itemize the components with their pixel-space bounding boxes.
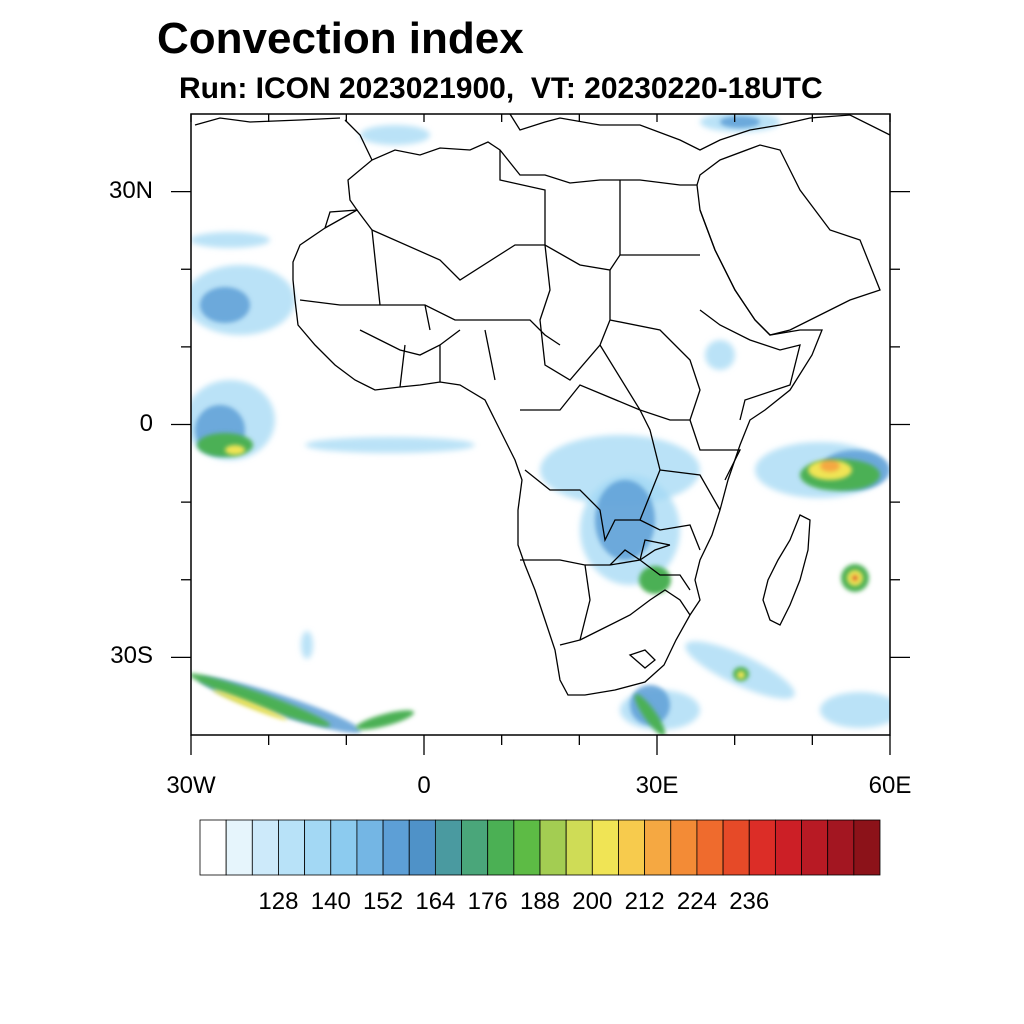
lat-label: 0 <box>139 409 153 437</box>
border-sahel <box>299 299 561 346</box>
colorbar-swatch <box>251 819 279 876</box>
colorbar-swatch <box>278 819 306 876</box>
lat-label: 30S <box>110 642 153 670</box>
axis-ticks <box>171 114 910 755</box>
colorbar-swatch <box>565 819 593 876</box>
colorbar-swatch <box>774 819 802 876</box>
colorbar-swatch <box>618 819 646 876</box>
border-westafrica <box>359 304 496 388</box>
colorbar-swatch <box>644 819 672 876</box>
coastlines <box>194 114 890 696</box>
convection-high <box>212 445 863 721</box>
colorbar-label: 236 <box>729 888 770 915</box>
colorbar-swatch <box>382 819 410 876</box>
lat-label: 30N <box>108 176 153 204</box>
colorbar-label: 212 <box>624 888 665 915</box>
convection-mid <box>195 116 890 733</box>
colorbar-swatch <box>330 819 358 876</box>
colorbar-swatch <box>591 819 619 876</box>
border-libya <box>499 150 621 255</box>
arabia-coastline <box>696 144 881 336</box>
border-south <box>579 589 691 669</box>
colorbar-swatch <box>487 819 515 876</box>
colorbar-swatch <box>408 819 436 876</box>
colorbar-swatch <box>801 819 829 876</box>
colorbar-label: 164 <box>415 888 456 915</box>
colorbar-label: 224 <box>676 888 717 915</box>
colorbar <box>199 819 881 876</box>
colorbar-swatch <box>356 819 384 876</box>
med-coast <box>344 119 373 161</box>
border-ethiopia <box>699 309 801 421</box>
colorbar-swatch <box>748 819 776 876</box>
colorbar-swatch <box>434 819 462 876</box>
colorbar-swatch <box>539 819 567 876</box>
lon-label: 0 <box>417 772 431 799</box>
colorbar-swatch <box>199 819 227 876</box>
colorbar-swatch <box>304 819 332 876</box>
colorbar-swatch <box>513 819 541 876</box>
colorbar-swatch <box>853 819 881 876</box>
colorbar-swatch <box>722 819 750 876</box>
convection-field <box>191 114 890 735</box>
colorbar-label: 200 <box>572 888 613 915</box>
colorbar-label: 128 <box>258 888 299 915</box>
border-sahara <box>371 229 700 281</box>
lon-label: 60E <box>868 772 912 799</box>
chart-subtitle: Run: ICON 2023021900, VT: 20230220-18UTC <box>179 72 823 105</box>
plot-frame <box>190 113 891 736</box>
lon-label: 30E <box>635 772 679 799</box>
colorbar-label: 176 <box>467 888 508 915</box>
chart-title: Convection index <box>157 14 524 63</box>
border-west <box>324 209 381 306</box>
europe-coastline <box>194 114 890 151</box>
colorbar-label: 152 <box>363 888 404 915</box>
lon-label: 30W <box>166 772 216 799</box>
colorbar-swatch <box>696 819 724 876</box>
africa-coastline <box>292 141 823 696</box>
colorbar-label: 140 <box>310 888 351 915</box>
madagascar-coastline <box>762 514 811 626</box>
border-sudan <box>599 319 701 421</box>
colorbar-swatch <box>827 819 855 876</box>
border-east <box>639 419 742 551</box>
border-chad <box>539 244 611 381</box>
colorbar-swatch <box>461 819 489 876</box>
convection-low <box>191 114 890 730</box>
colorbar-swatch <box>225 819 253 876</box>
border-congo <box>520 384 661 543</box>
colorbar-label: 188 <box>519 888 561 915</box>
border-zambia <box>609 539 691 591</box>
colorbar-swatch <box>670 819 698 876</box>
